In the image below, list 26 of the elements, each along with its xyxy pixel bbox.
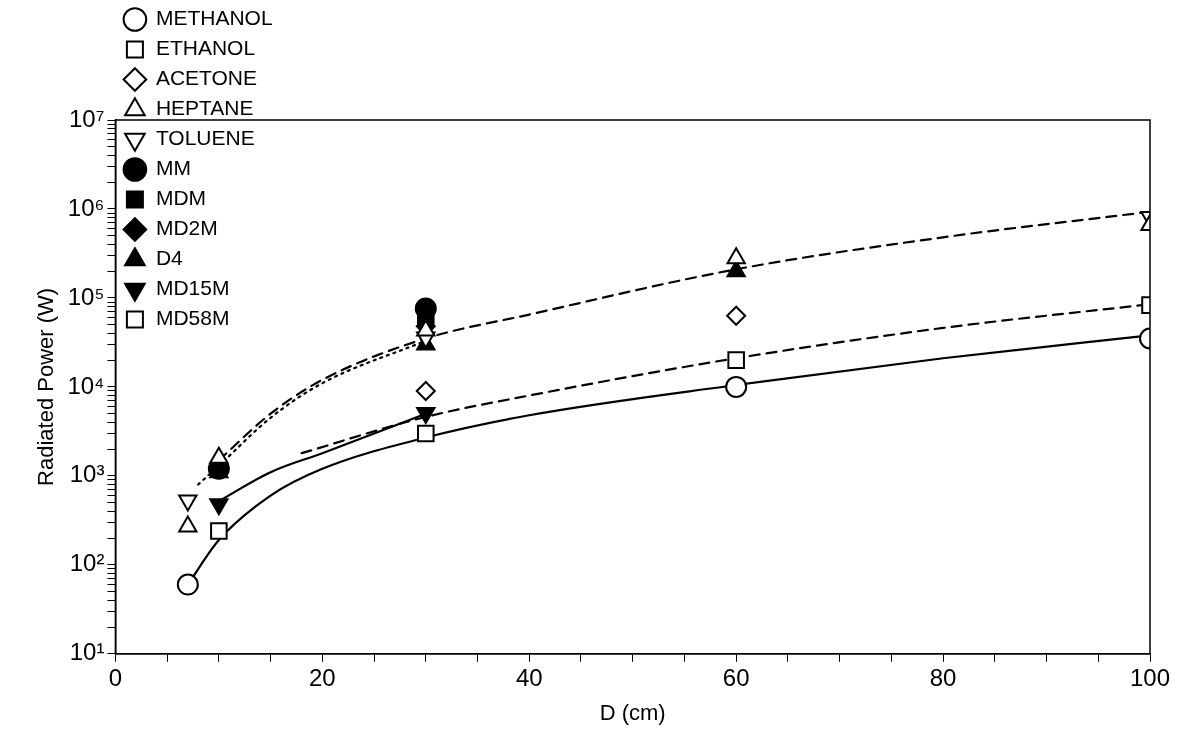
y-tick-label: 10⁷ (69, 104, 105, 132)
y-tick-label: 10⁶ (67, 193, 105, 221)
x-axis-title: D (cm) (599, 699, 666, 725)
legend-label: MD58M (155, 306, 230, 330)
legend-label: METHANOL (155, 6, 273, 30)
y-tick-label: 10³ (69, 460, 105, 488)
y-tick-label: 10⁴ (67, 371, 105, 399)
legend-label: HEPTANE (155, 96, 254, 120)
x-tick-label: 60 (722, 663, 750, 691)
x-tick-label: 80 (929, 663, 957, 691)
y-tick-label: 10⁵ (67, 282, 105, 310)
y-axis-title: Radiated Power (W) (33, 287, 59, 486)
legend-label: ETHANOL (155, 36, 256, 60)
legend-label: MDM (155, 186, 207, 210)
legend-label: MD2M (155, 216, 218, 240)
x-tick-label: 20 (308, 663, 336, 691)
x-tick-label: 40 (515, 663, 543, 691)
x-tick-label: 100 (1129, 663, 1171, 691)
legend-label: ACETONE (155, 66, 258, 90)
legend-label: D4 (155, 246, 184, 270)
legend-label: MD15M (155, 276, 230, 300)
y-tick-label: 10² (69, 549, 105, 577)
x-tick-label: 0 (108, 663, 123, 691)
legend-label: TOLUENE (155, 126, 255, 150)
legend-label: MM (155, 156, 191, 180)
y-tick-label: 10¹ (69, 638, 105, 666)
